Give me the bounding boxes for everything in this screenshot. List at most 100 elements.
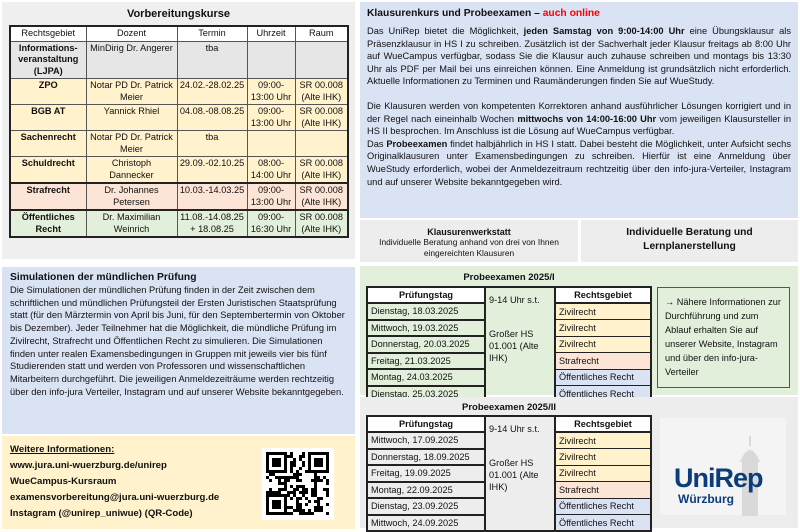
email-link[interactable]: examensvorbereitung@jura.uni-wuerzburg.d… <box>10 492 220 503</box>
weitere-informationen-panel: Weitere Informationen: www.jura.uni-wuer… <box>2 436 355 529</box>
wuecampus-link[interactable]: WueCampus-Kursraum <box>10 476 117 487</box>
kurs-cell-dozent: Christoph Dannecker <box>85 156 178 184</box>
kurs-row: Strafrecht Dr. Johannes Petersen 10.03.-14… <box>9 182 349 211</box>
kurs-cell-raum: SR 00.008 (Alte IHK) <box>294 78 349 105</box>
exam-day: Donnerstag, 18.09.2025 <box>366 447 486 466</box>
exam-row: Mittwoch, 19.03.2025 Zivilrecht <box>366 318 652 337</box>
klausurenkurs-paragraph-1: Das UniRep bietet die Möglichkeit, jeden… <box>367 26 791 87</box>
kurs-cell-raum: SR 00.008 (Alte IHK) <box>294 156 349 184</box>
klausurenkurs-title-text: Klausurenkurs und Probeexamen – <box>367 8 543 19</box>
klausurenkurs-panel: Klausurenkurs und Probeexamen – auch onl… <box>360 2 798 218</box>
exam-rechtsgebiet: Zivilrecht <box>554 431 652 449</box>
kurs-cell-termin: 04.08.-08.08.25 <box>176 104 248 131</box>
col-termin: Termin <box>176 25 248 42</box>
exam-day: Montag, 24.03.2025 <box>366 368 486 387</box>
probeexamen-1-table: Prüfungstag 9-14 Uhr s.t. Großer HS 01.001… <box>366 286 652 403</box>
exam-rechtsgebiet: Zivilrecht <box>554 302 652 320</box>
vorbereitungskurse-title: Vorbereitungskurse <box>126 8 231 20</box>
instagram-link[interactable]: Instagram (@unirep_uniwue) (QR-Code) <box>10 508 193 519</box>
exam-row: Mittwoch, 24.09.2025 Öffentliches Recht <box>366 513 652 532</box>
kurs-cell-rg: Informations-veranstaltung (LJPA) <box>9 40 87 79</box>
kurs-cell-raum: SR 00.008 (Alte IHK) <box>294 209 349 238</box>
website-link[interactable]: www.jura.uni-wuerzburg.de/unirep <box>10 460 167 471</box>
kurs-cell-zeit <box>246 40 296 79</box>
time-room-cell: 9-14 Uhr s.t. Großer HS 01.001 (Alte IHK) <box>484 286 556 403</box>
kurs-row: Schuldrecht Christoph Dannecker 29.09.-02.… <box>9 156 349 184</box>
qr-code-icon <box>262 448 334 520</box>
exam-rechtsgebiet: Öffentliches Recht <box>554 514 652 532</box>
kurs-cell-zeit: 09:00-16:30 Uhr <box>246 209 296 238</box>
probeexamen-2-panel: Probeexamen 2025/II Prüfungstag 9-14 Uhr … <box>360 397 798 532</box>
kurs-cell-termin: tba <box>176 130 248 157</box>
online-highlight: auch online <box>542 8 600 19</box>
simulation-text: Die Simulationen der mündlichen Prüfung … <box>10 285 345 397</box>
kurs-row: Sachenrecht Notar PD Dr. Patrick Meier tba <box>9 130 349 157</box>
kurs-cell-dozent: Yannick Rhiel <box>85 104 178 131</box>
simulation-panel: Simulationen der mündlichen Prüfung Die … <box>2 267 355 434</box>
exam-rechtsgebiet: Strafrecht <box>554 352 652 370</box>
exam-row: Donnerstag, 18.09.2025 Zivilrecht <box>366 447 652 466</box>
exam-rechtsgebiet: Strafrecht <box>554 481 652 499</box>
probeexamen-info-box: → Nähere Informationen zur Durchführung … <box>657 287 790 388</box>
kurs-row: ZPO Notar PD Dr. Patrick Meier 24.02.-28.0… <box>9 78 349 105</box>
kurs-row: Öffentliches Recht Dr. Maximilian Weinric… <box>9 209 349 238</box>
klausurenwerkstatt-text: Individuelle Beratung anhand von drei vo… <box>379 237 559 258</box>
klausurenkurs-paragraph-2: Die Klausuren werden von kompetenten Kor… <box>367 100 791 137</box>
kurs-cell-zeit: 08:00-14:00 Uhr <box>246 156 296 184</box>
time-room-cell: 9-14 Uhr s.t. Großer HS 01.001 (Alte IHK) <box>484 415 556 532</box>
kurs-cell-termin: 24.02.-28.02.25 <box>176 78 248 105</box>
probeexamen-1-title: Probeexamen 2025/I <box>463 272 555 283</box>
kurs-cell-raum <box>294 40 349 79</box>
klausurenkurs-title: Klausurenkurs und Probeexamen – auch onl… <box>367 8 791 19</box>
klausurenwerkstatt-title: Klausurenwerkstatt <box>427 227 511 237</box>
kurs-cell-rg: BGB AT <box>9 104 87 131</box>
col-pruefungstag: Prüfungstag <box>366 286 486 304</box>
kurs-cell-dozent: Dr. Johannes Petersen <box>85 182 178 211</box>
exam-day: Mittwoch, 17.09.2025 <box>366 431 486 450</box>
exam-rechtsgebiet: Öffentliches Recht <box>554 497 652 515</box>
exam-rechtsgebiet: Zivilrecht <box>554 335 652 353</box>
exam-day: Montag, 22.09.2025 <box>366 480 486 499</box>
kurs-cell-zeit: 09:00-13:00 Uhr <box>246 78 296 105</box>
exam-row: Montag, 24.03.2025 Öffentliches Recht <box>366 368 652 387</box>
kurs-cell-rg: ZPO <box>9 78 87 105</box>
kurs-cell-rg: Sachenrecht <box>9 130 87 157</box>
col-dozent: Dozent <box>85 25 178 42</box>
exam-rechtsgebiet: Öffentliches Recht <box>554 368 652 386</box>
kurs-cell-dozent: Notar PD Dr. Patrick Meier <box>85 130 178 157</box>
col-rechtsgebiet: Rechtsgebiet <box>554 286 652 304</box>
kurs-cell-termin: 11.08.-14.08.25 + 18.08.25 <box>176 209 248 238</box>
kurs-cell-dozent: Notar PD Dr. Patrick Meier <box>85 78 178 105</box>
kurs-cell-raum: SR 00.008 (Alte IHK) <box>294 104 349 131</box>
kurs-cell-termin: tba <box>176 40 248 79</box>
exam-room: Großer HS 01.001 (Alte IHK) <box>489 458 539 492</box>
probeexamen-2-title: Probeexamen 2025/II <box>462 402 556 413</box>
kurs-cell-raum <box>294 130 349 157</box>
logo-text-unirep: UniRep <box>674 463 763 493</box>
vorbereitungskurse-table: Rechtsgebiet Dozent Termin Uhrzeit Raum … <box>9 25 349 238</box>
klausurenkurs-paragraph-3: Das Probeexamen findet halbjährlich in H… <box>367 138 791 187</box>
exam-rechtsgebiet: Zivilrecht <box>554 448 652 466</box>
simulation-title: Simulationen der mündlichen Prüfung <box>10 272 197 283</box>
beratung-title: Individuelle Beratung und Lernplanerstel… <box>626 227 753 252</box>
beratung-panel: Individuelle Beratung und Lernplanerstel… <box>581 220 798 262</box>
exam-day: Mittwoch, 24.09.2025 <box>366 513 486 532</box>
probeexamen-1-panel: Probeexamen 2025/I Prüfungstag 9-14 Uhr s… <box>360 266 798 403</box>
exam-time: 9-14 Uhr s.t. <box>489 295 540 305</box>
kurs-cell-dozent: MinDirig Dr. Angerer <box>85 40 178 79</box>
exam-day: Dienstag, 18.03.2025 <box>366 302 486 321</box>
exam-day: Mittwoch, 19.03.2025 <box>366 318 486 337</box>
klausurenwerkstatt-panel: Klausurenwerkstatt Individuelle Beratung… <box>360 220 578 262</box>
col-pruefungstag: Prüfungstag <box>366 415 486 433</box>
kurs-row: Informations-veranstaltung (LJPA) MinDiri… <box>9 40 349 79</box>
probeexamen-2-table: Prüfungstag 9-14 Uhr s.t. Großer HS 01.001… <box>366 415 652 532</box>
kurs-cell-zeit: 09:00-13:00 Uhr <box>246 104 296 131</box>
col-rechtsgebiet: Rechtsgebiet <box>554 415 652 433</box>
exam-day: Dienstag, 23.09.2025 <box>366 497 486 516</box>
exam-room: Großer HS 01.001 (Alte IHK) <box>489 329 539 363</box>
col-uhrzeit: Uhrzeit <box>246 25 296 42</box>
exam-rechtsgebiet: Zivilrecht <box>554 464 652 482</box>
kurs-cell-rg: Strafrecht <box>9 182 87 211</box>
exam-time: 9-14 Uhr s.t. <box>489 424 540 434</box>
exam-rechtsgebiet: Zivilrecht <box>554 319 652 337</box>
